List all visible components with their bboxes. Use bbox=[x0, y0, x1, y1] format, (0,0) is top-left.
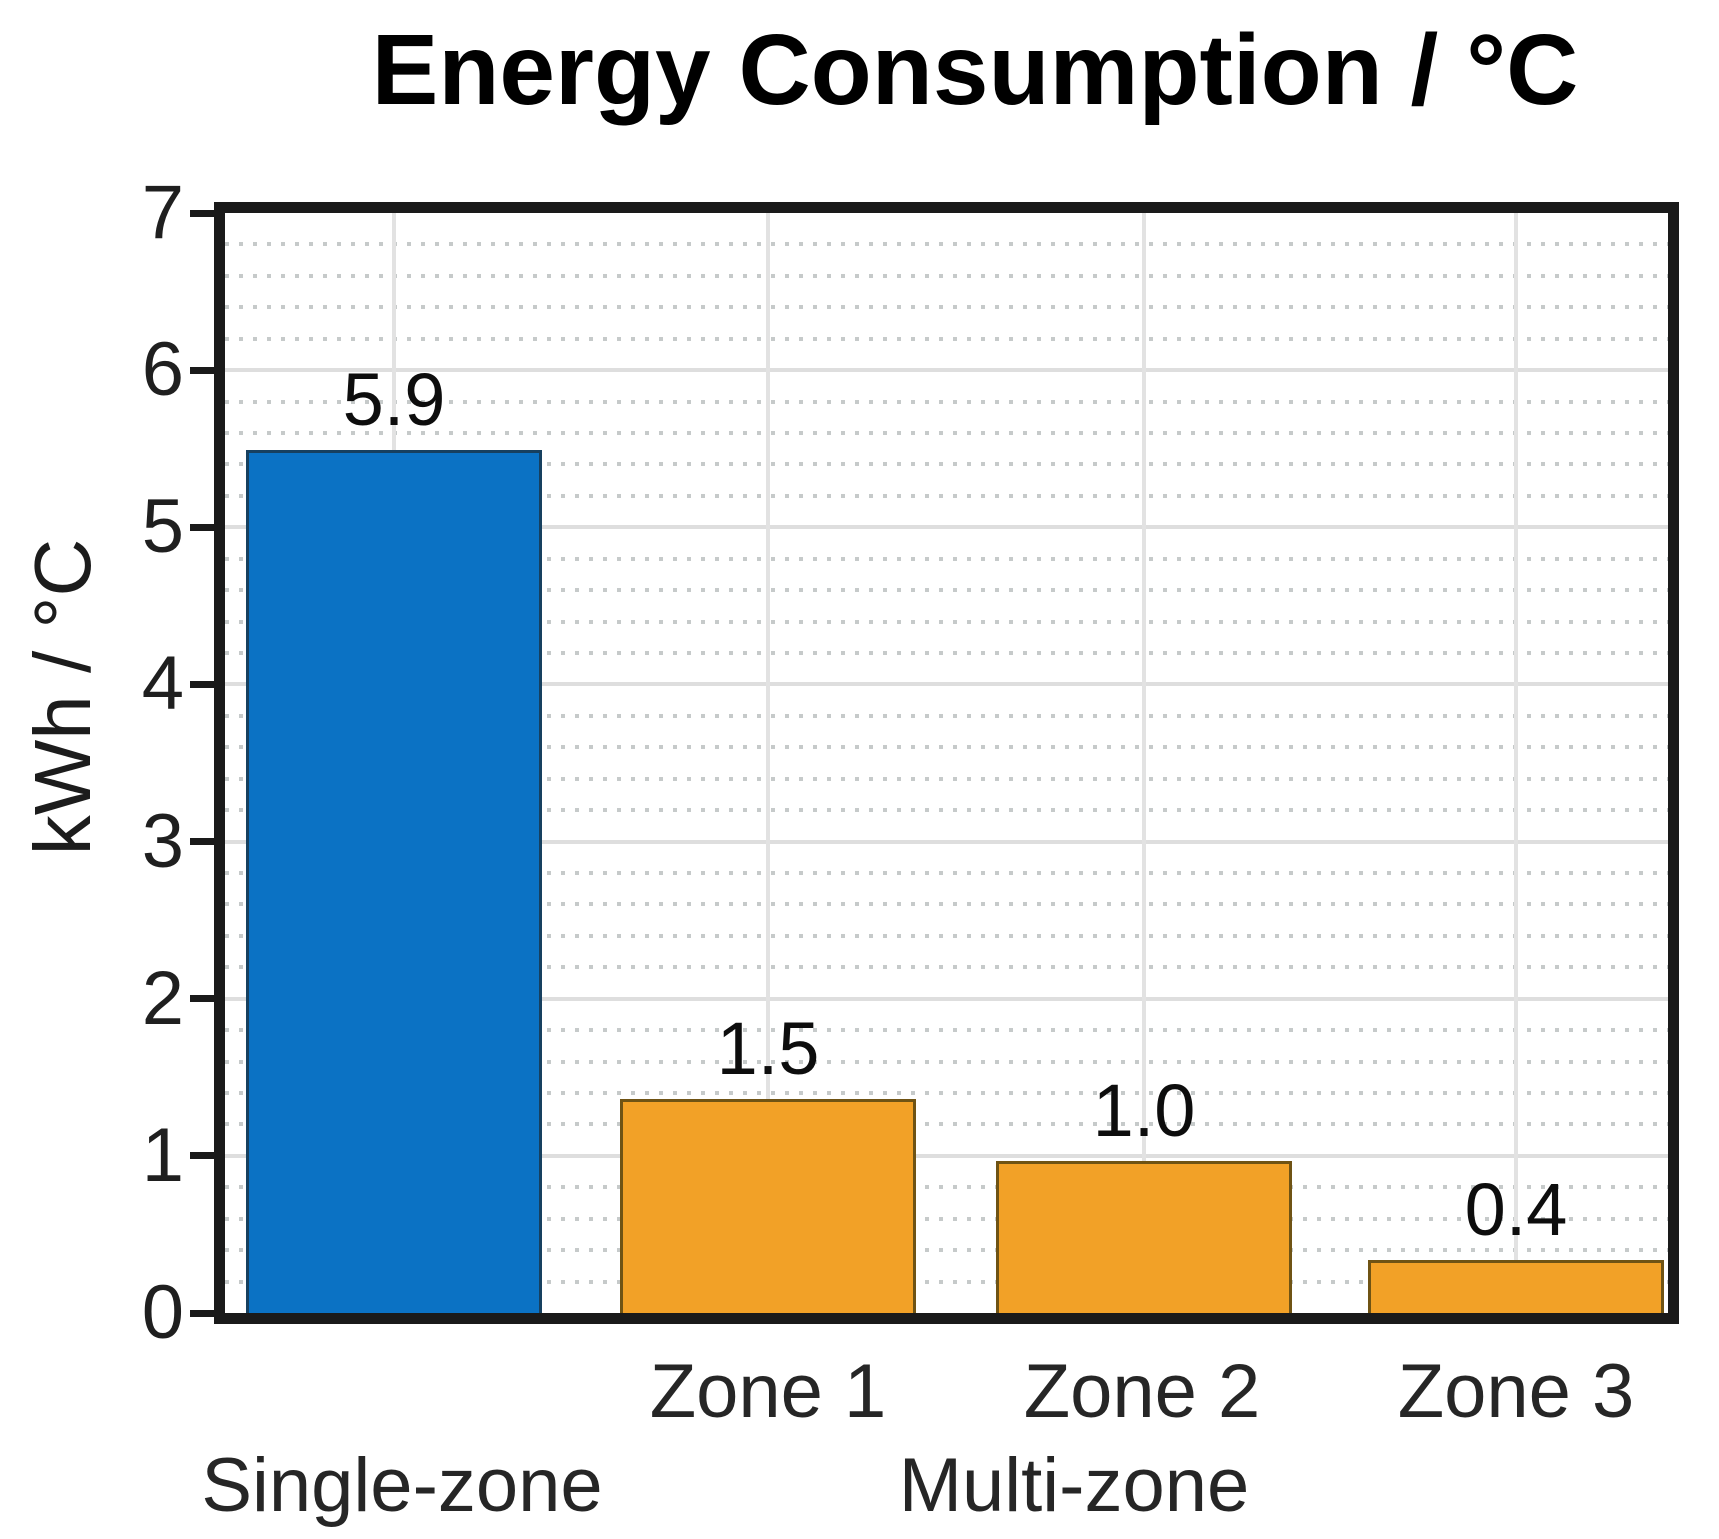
y-tick-mark bbox=[190, 681, 214, 688]
vertical-gridline bbox=[766, 213, 770, 1313]
y-tick-label: 5 bbox=[141, 484, 184, 569]
x-tick-label-zone-1: Zone 1 bbox=[649, 1349, 887, 1434]
y-tick-label: 1 bbox=[141, 1113, 184, 1198]
vertical-gridline bbox=[1142, 213, 1146, 1313]
y-tick-mark bbox=[190, 367, 214, 374]
minor-gridline bbox=[225, 933, 1668, 938]
major-gridline bbox=[225, 525, 1668, 530]
y-tick-label: 4 bbox=[141, 641, 184, 726]
minor-gridline bbox=[225, 1279, 1668, 1284]
bar-value-label: 5.9 bbox=[342, 358, 446, 441]
bar-value-label: 1.0 bbox=[1092, 1069, 1196, 1152]
major-gridline bbox=[225, 839, 1668, 844]
plot-area: 5.9 1.5 1.0 0.4 bbox=[214, 202, 1679, 1324]
y-tick-mark bbox=[190, 995, 214, 1002]
y-tick-mark bbox=[190, 524, 214, 531]
y-tick-label: 6 bbox=[141, 327, 184, 412]
minor-gridline bbox=[225, 305, 1668, 310]
y-tick-label: 3 bbox=[141, 799, 184, 884]
minor-gridline bbox=[225, 399, 1668, 404]
bar-zone-3 bbox=[1368, 1260, 1664, 1313]
bar-zone-1 bbox=[620, 1099, 916, 1313]
vertical-gridline bbox=[1514, 213, 1518, 1313]
major-gridline bbox=[225, 996, 1668, 1001]
x-tick-label-zone-2: Zone 2 bbox=[1023, 1349, 1261, 1434]
minor-gridline bbox=[225, 902, 1668, 907]
bar-value-label: 0.4 bbox=[1464, 1168, 1568, 1251]
chart-title: Energy Consumption / °C bbox=[371, 14, 1579, 126]
minor-gridline bbox=[225, 556, 1668, 561]
bar-value-label: 1.5 bbox=[716, 1007, 820, 1090]
bar-zone-2 bbox=[996, 1161, 1292, 1313]
plot-inner-area: 5.9 1.5 1.0 0.4 bbox=[225, 213, 1668, 1313]
y-tick-mark bbox=[190, 838, 214, 845]
minor-gridline bbox=[225, 1185, 1668, 1190]
minor-gridline bbox=[225, 808, 1668, 813]
major-gridline bbox=[225, 368, 1668, 373]
major-gridline bbox=[225, 1153, 1668, 1158]
minor-gridline bbox=[225, 651, 1668, 655]
major-gridline bbox=[225, 682, 1668, 687]
minor-gridline bbox=[225, 713, 1668, 718]
minor-gridline bbox=[225, 1059, 1668, 1064]
y-tick-mark bbox=[190, 210, 214, 217]
minor-gridline bbox=[225, 1122, 1668, 1127]
y-tick-mark bbox=[190, 1310, 214, 1317]
minor-gridline bbox=[225, 965, 1668, 970]
x-tick-label-zone-3: Zone 3 bbox=[1397, 1349, 1635, 1434]
x-group-label-single-zone: Single-zone bbox=[201, 1443, 603, 1528]
minor-gridline bbox=[225, 431, 1668, 435]
minor-gridline bbox=[225, 619, 1668, 624]
y-tick-label: 0 bbox=[141, 1270, 184, 1355]
y-tick-label: 7 bbox=[141, 170, 184, 255]
x-group-label-multi-zone: Multi-zone bbox=[898, 1443, 1250, 1528]
minor-gridline bbox=[225, 1216, 1668, 1221]
y-tick-mark bbox=[190, 1152, 214, 1159]
minor-gridline bbox=[225, 588, 1668, 593]
minor-gridline bbox=[225, 336, 1668, 341]
minor-gridline bbox=[225, 242, 1668, 247]
minor-gridline bbox=[225, 745, 1668, 750]
minor-gridline bbox=[225, 871, 1668, 875]
minor-gridline bbox=[225, 273, 1668, 278]
y-tick-label: 2 bbox=[141, 956, 184, 1041]
minor-gridline bbox=[225, 1028, 1668, 1033]
minor-gridline bbox=[225, 1091, 1668, 1095]
minor-gridline bbox=[225, 1248, 1668, 1253]
bar-single-zone bbox=[246, 450, 542, 1313]
minor-gridline bbox=[225, 462, 1668, 467]
minor-gridline bbox=[225, 493, 1668, 498]
minor-gridline bbox=[225, 776, 1668, 781]
